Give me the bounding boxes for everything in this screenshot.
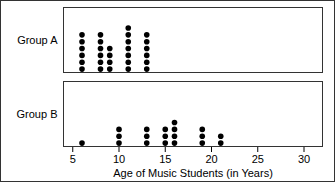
svg-text:30: 30	[298, 153, 310, 165]
svg-text:Age of Music Students (in Year: Age of Music Students (in Years)	[113, 167, 273, 179]
svg-text:5: 5	[70, 153, 76, 165]
svg-text:10: 10	[113, 153, 125, 165]
svg-text:15: 15	[159, 153, 171, 165]
svg-text:25: 25	[252, 153, 264, 165]
svg-text:Group B: Group B	[17, 108, 58, 120]
svg-text:20: 20	[205, 153, 217, 165]
svg-text:Group A: Group A	[17, 34, 58, 46]
